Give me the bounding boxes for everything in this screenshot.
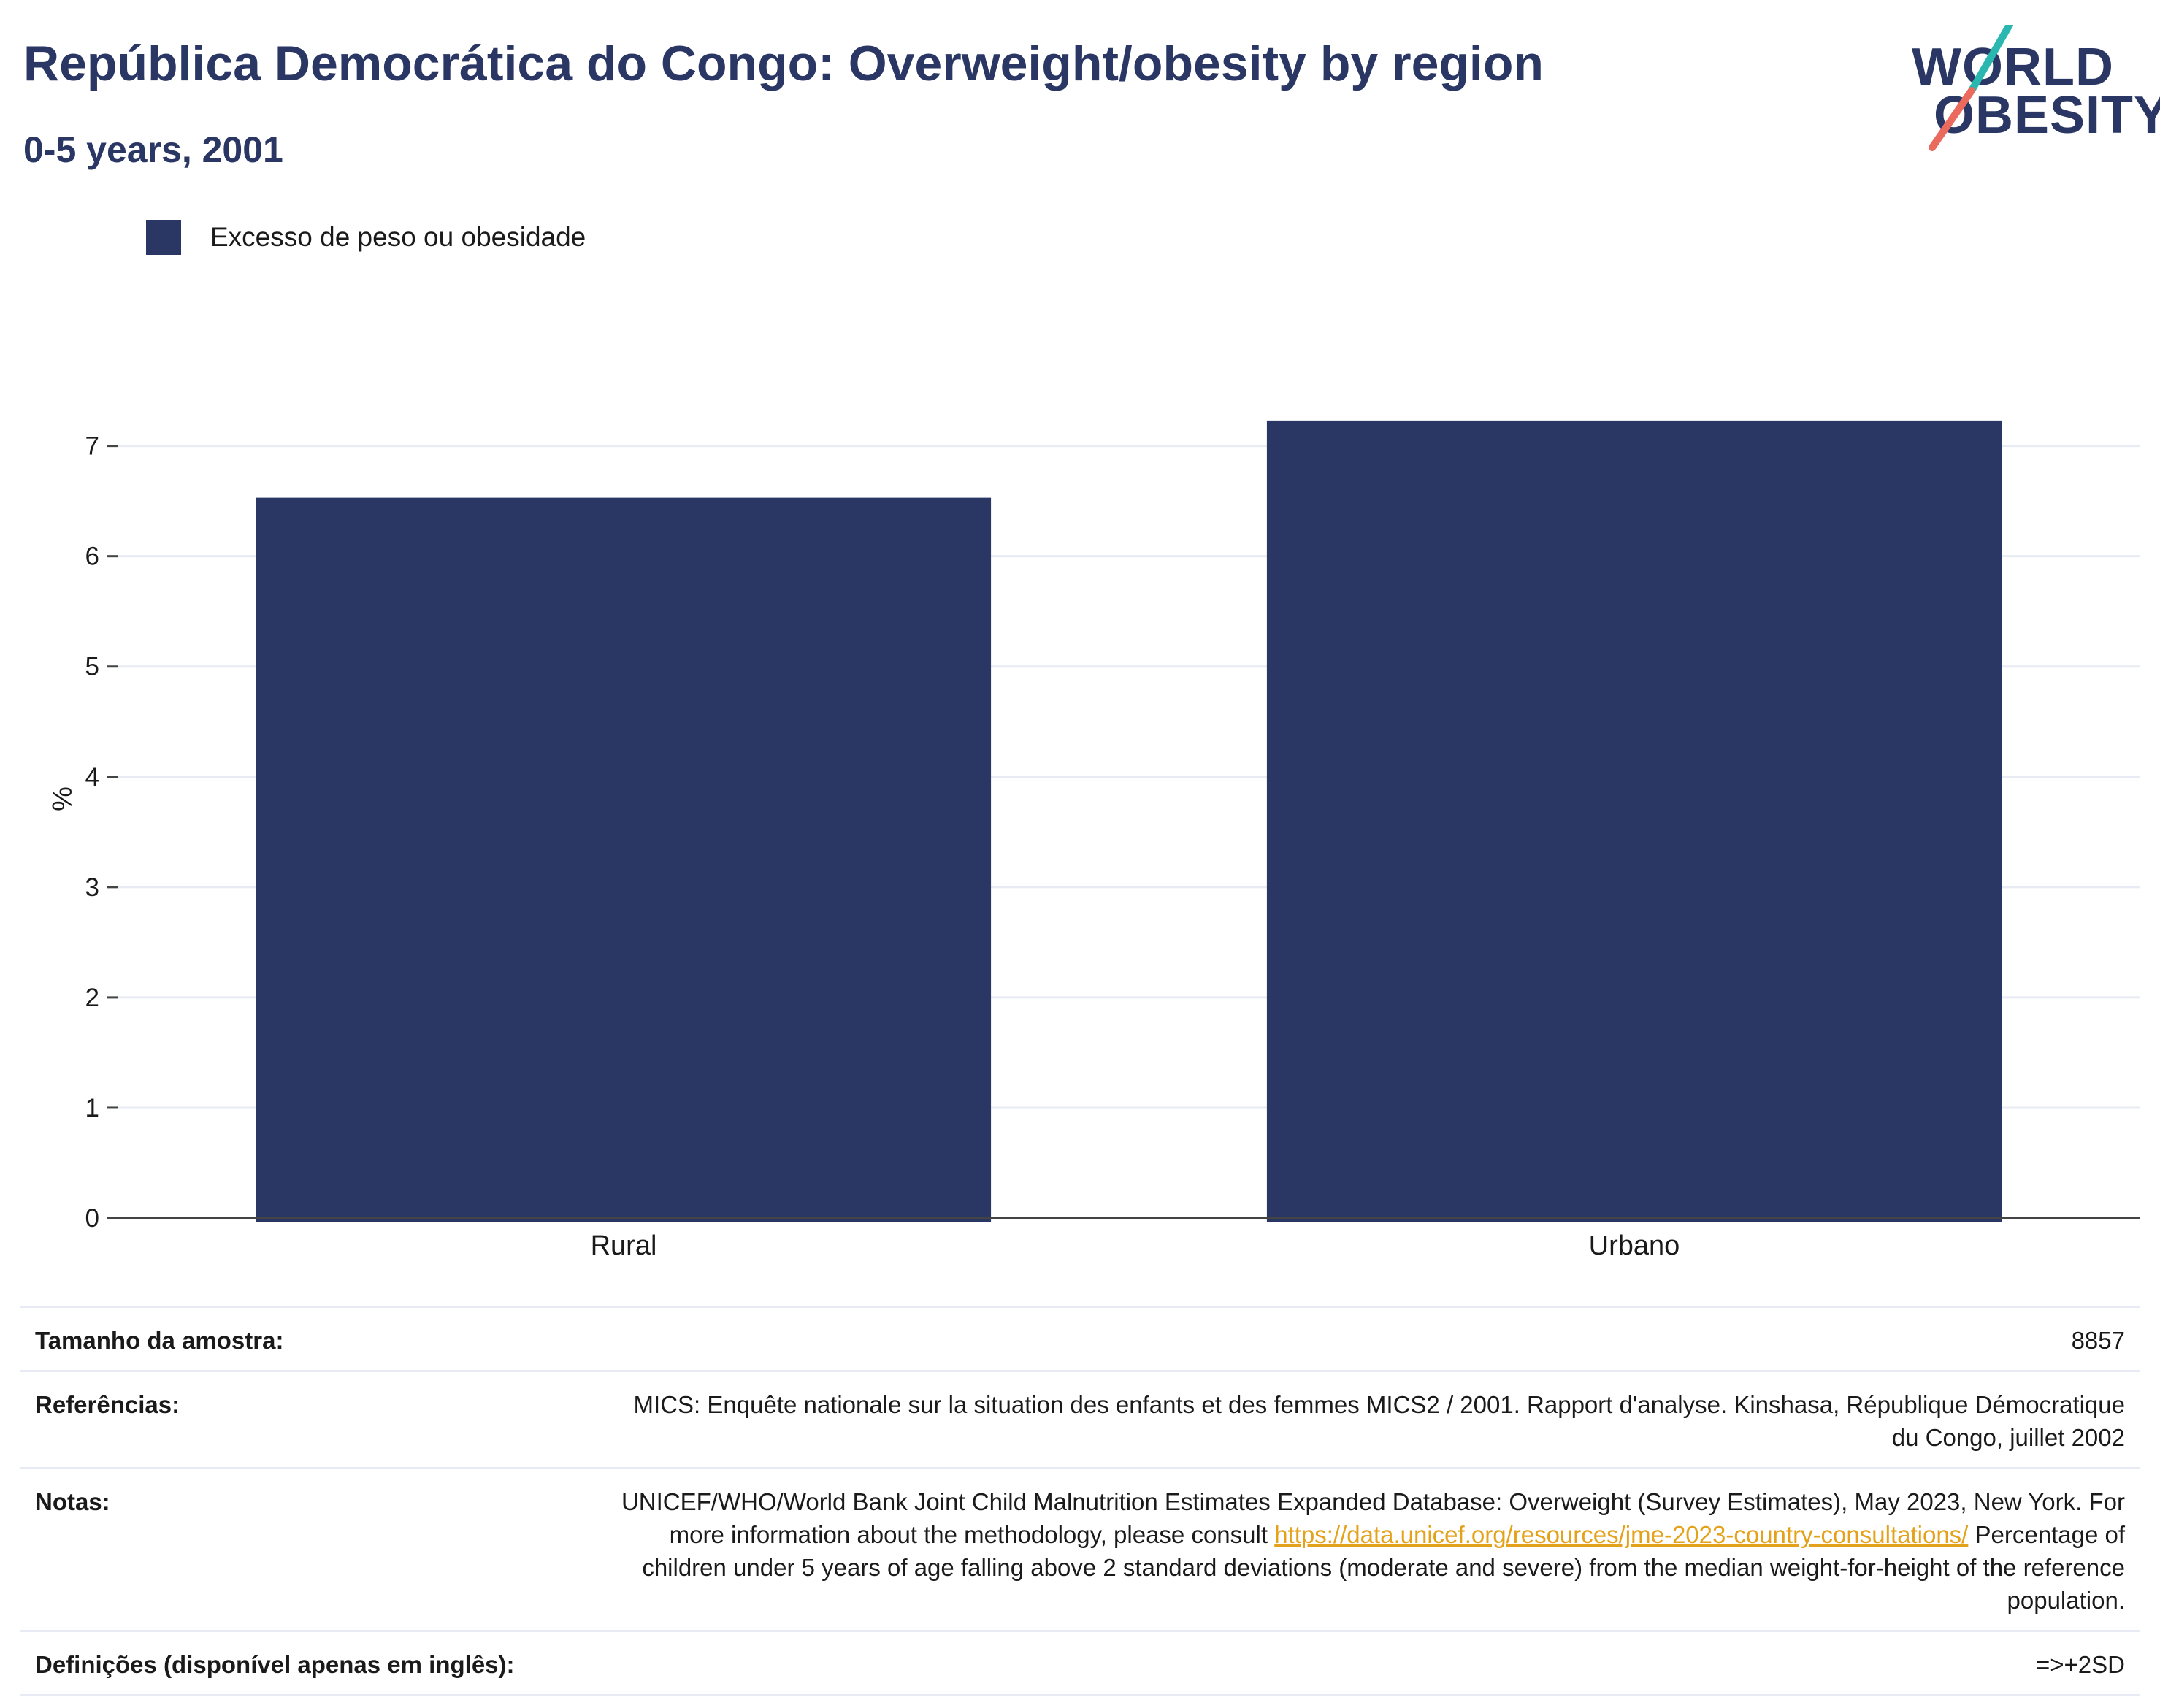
references-label: Referências:	[35, 1391, 180, 1418]
sample-size-value: 8857	[2071, 1327, 2125, 1354]
references-value: MICS: Enquête nationale sur la situation…	[633, 1391, 2125, 1451]
notes-text-1: UNICEF/WHO/World Bank Joint Child Malnut…	[621, 1488, 2125, 1548]
x-tick-label: Rural	[591, 1230, 657, 1261]
y-tick-label: 1	[85, 1094, 99, 1122]
y-tick-label: 6	[85, 543, 99, 571]
legend-label: Excesso de peso ou obesidade	[210, 222, 586, 252]
notes-link[interactable]: https://data.unicef.org/resources/jme-20…	[1274, 1521, 1969, 1548]
y-tick-label: 4	[85, 763, 99, 792]
notes-label: Notas:	[35, 1488, 110, 1515]
definitions-label: Definições (disponível apenas em inglês)…	[35, 1651, 515, 1678]
definitions-value: =>+2SD	[2035, 1651, 2125, 1678]
notes-text-2: Percentage of children under 5 years of …	[642, 1521, 2125, 1614]
logo-line-2: OBESITY	[1934, 86, 2160, 145]
y-tick-label: 5	[85, 653, 99, 681]
notes-row: Notas: UNICEF/WHO/World Bank Joint Child…	[20, 1467, 2140, 1630]
y-tick-label: 2	[85, 984, 99, 1012]
metadata-table: Tamanho da amostra: 8857 Referências: MI…	[20, 1306, 2140, 1696]
definitions-row: Definições (disponível apenas em inglês)…	[20, 1630, 2140, 1696]
sample-size-label: Tamanho da amostra:	[35, 1327, 284, 1354]
x-tick-label: Urbano	[1589, 1230, 1680, 1261]
sample-size-row: Tamanho da amostra: 8857	[20, 1306, 2140, 1370]
bar-chart: 0 1 2 3 4 5 6 7 Rural Urbano%	[46, 420, 2140, 1261]
y-axis-label: %	[46, 786, 77, 811]
references-row: Referências: MICS: Enquête nationale sur…	[20, 1370, 2140, 1467]
bar-rural	[256, 497, 992, 1222]
legend[interactable]: Excesso de peso ou obesidade	[146, 219, 586, 256]
y-tick-label: 0	[85, 1204, 99, 1233]
notes-value: UNICEF/WHO/World Bank Joint Child Malnut…	[606, 1485, 2125, 1617]
bar-urbano	[1266, 420, 2002, 1222]
y-tick-label: 7	[85, 432, 99, 461]
world-obesity-logo[interactable]: WORLD OBESITY	[1899, 25, 2160, 156]
logo-line-1: WORLD	[1912, 38, 2114, 96]
chart-title: República Democrática do Congo: Overweig…	[23, 36, 1544, 91]
y-tick-label: 3	[85, 873, 99, 902]
logo-slash-icon	[1929, 25, 2013, 151]
chart-subtitle: 0-5 years, 2001	[23, 129, 283, 170]
legend-swatch	[146, 220, 181, 255]
